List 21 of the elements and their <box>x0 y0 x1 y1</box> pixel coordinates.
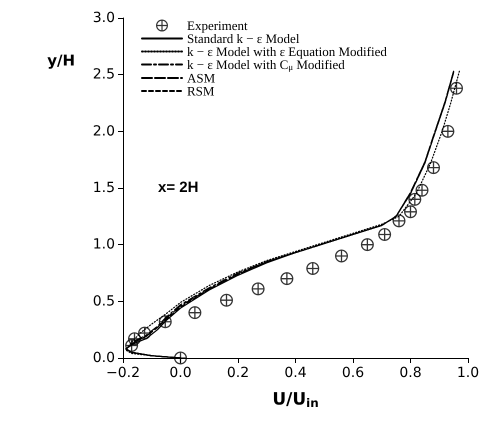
legend-label: RSM <box>187 84 215 98</box>
legend-label: k − ε Model with ε Equation Modified <box>187 44 388 59</box>
y-axis-title: y/H <box>47 52 75 70</box>
annotation: x= 2H <box>158 179 198 196</box>
y-tick-label: 3.0 <box>92 10 115 26</box>
y-tick-label: 2.0 <box>92 123 115 140</box>
y-tick-label: 1.0 <box>92 236 115 253</box>
y-tick-label: 0.5 <box>92 293 115 310</box>
legend-label: Experiment <box>187 18 248 33</box>
x-tick-label: 0.4 <box>284 365 307 381</box>
x-tick-label: 1.0 <box>456 365 480 381</box>
x-tick-label: 0.0 <box>169 365 192 381</box>
y-tick-label: 1.5 <box>92 180 115 196</box>
y-tick-label: 0.0 <box>92 350 115 366</box>
x-tick-label: 0.6 <box>342 365 364 381</box>
x-tick-label: 0.2 <box>226 365 250 381</box>
y-tick-label: 2.5 <box>92 66 115 83</box>
legend-label: ASM <box>187 70 216 86</box>
x-axis-title: U/Uin <box>272 389 319 410</box>
x-tick-label: −0.2 <box>106 365 140 381</box>
x-tick-label: 0.8 <box>399 365 422 381</box>
